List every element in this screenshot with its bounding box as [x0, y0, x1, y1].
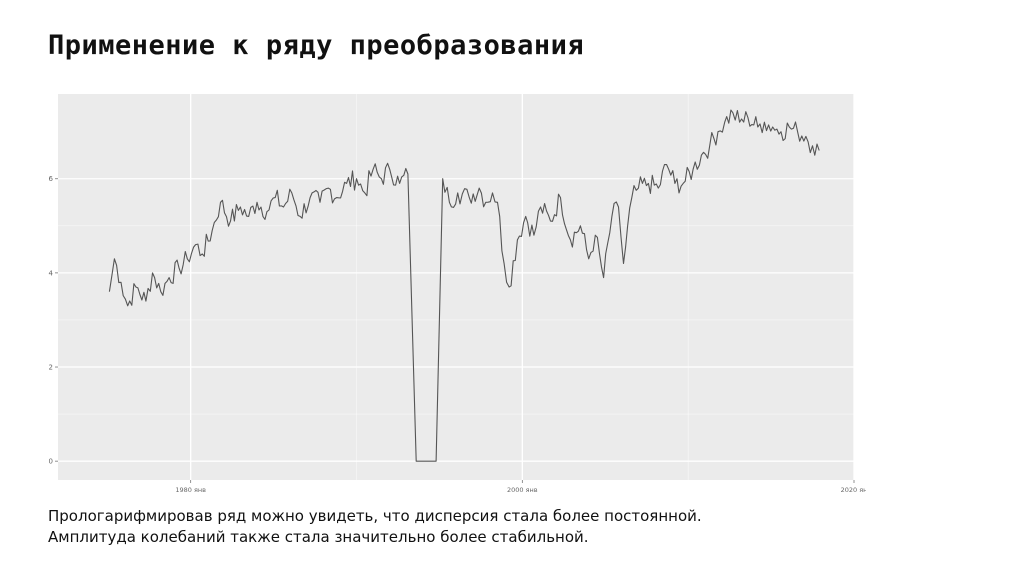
series-layer [108, 109, 820, 462]
x-tick-label: 2000 янв [507, 486, 538, 494]
plot-background [58, 94, 854, 480]
grid-lines [58, 94, 855, 480]
caption: Прологарифмировав ряд можно увидеть, что… [48, 506, 702, 548]
slide-title: Применение к ряду преобразования [48, 30, 585, 61]
plot-panel [58, 94, 854, 480]
chart-container: 0 2 4 6 1980 янв 2000 янв 2020 ян [36, 88, 867, 500]
line-chart: 0 2 4 6 1980 янв 2000 янв 2020 ян [49, 94, 867, 494]
y-tick-label: 2 [49, 364, 53, 372]
x-tick-label: 2020 ян [841, 486, 866, 494]
caption-line-1: Прологарифмировав ряд можно увидеть, что… [48, 507, 702, 525]
y-tick-label: 6 [49, 175, 54, 183]
x-tick-label: 1980 янв [175, 486, 206, 494]
series-line [108, 109, 820, 462]
y-tick-label: 0 [49, 458, 53, 466]
x-axis: 1980 янв 2000 янв 2020 ян [175, 480, 867, 494]
y-tick-label: 4 [49, 269, 54, 277]
y-axis: 0 2 4 6 [49, 175, 58, 466]
caption-line-2: Амплитуда колебаний также стала значител… [48, 528, 589, 546]
